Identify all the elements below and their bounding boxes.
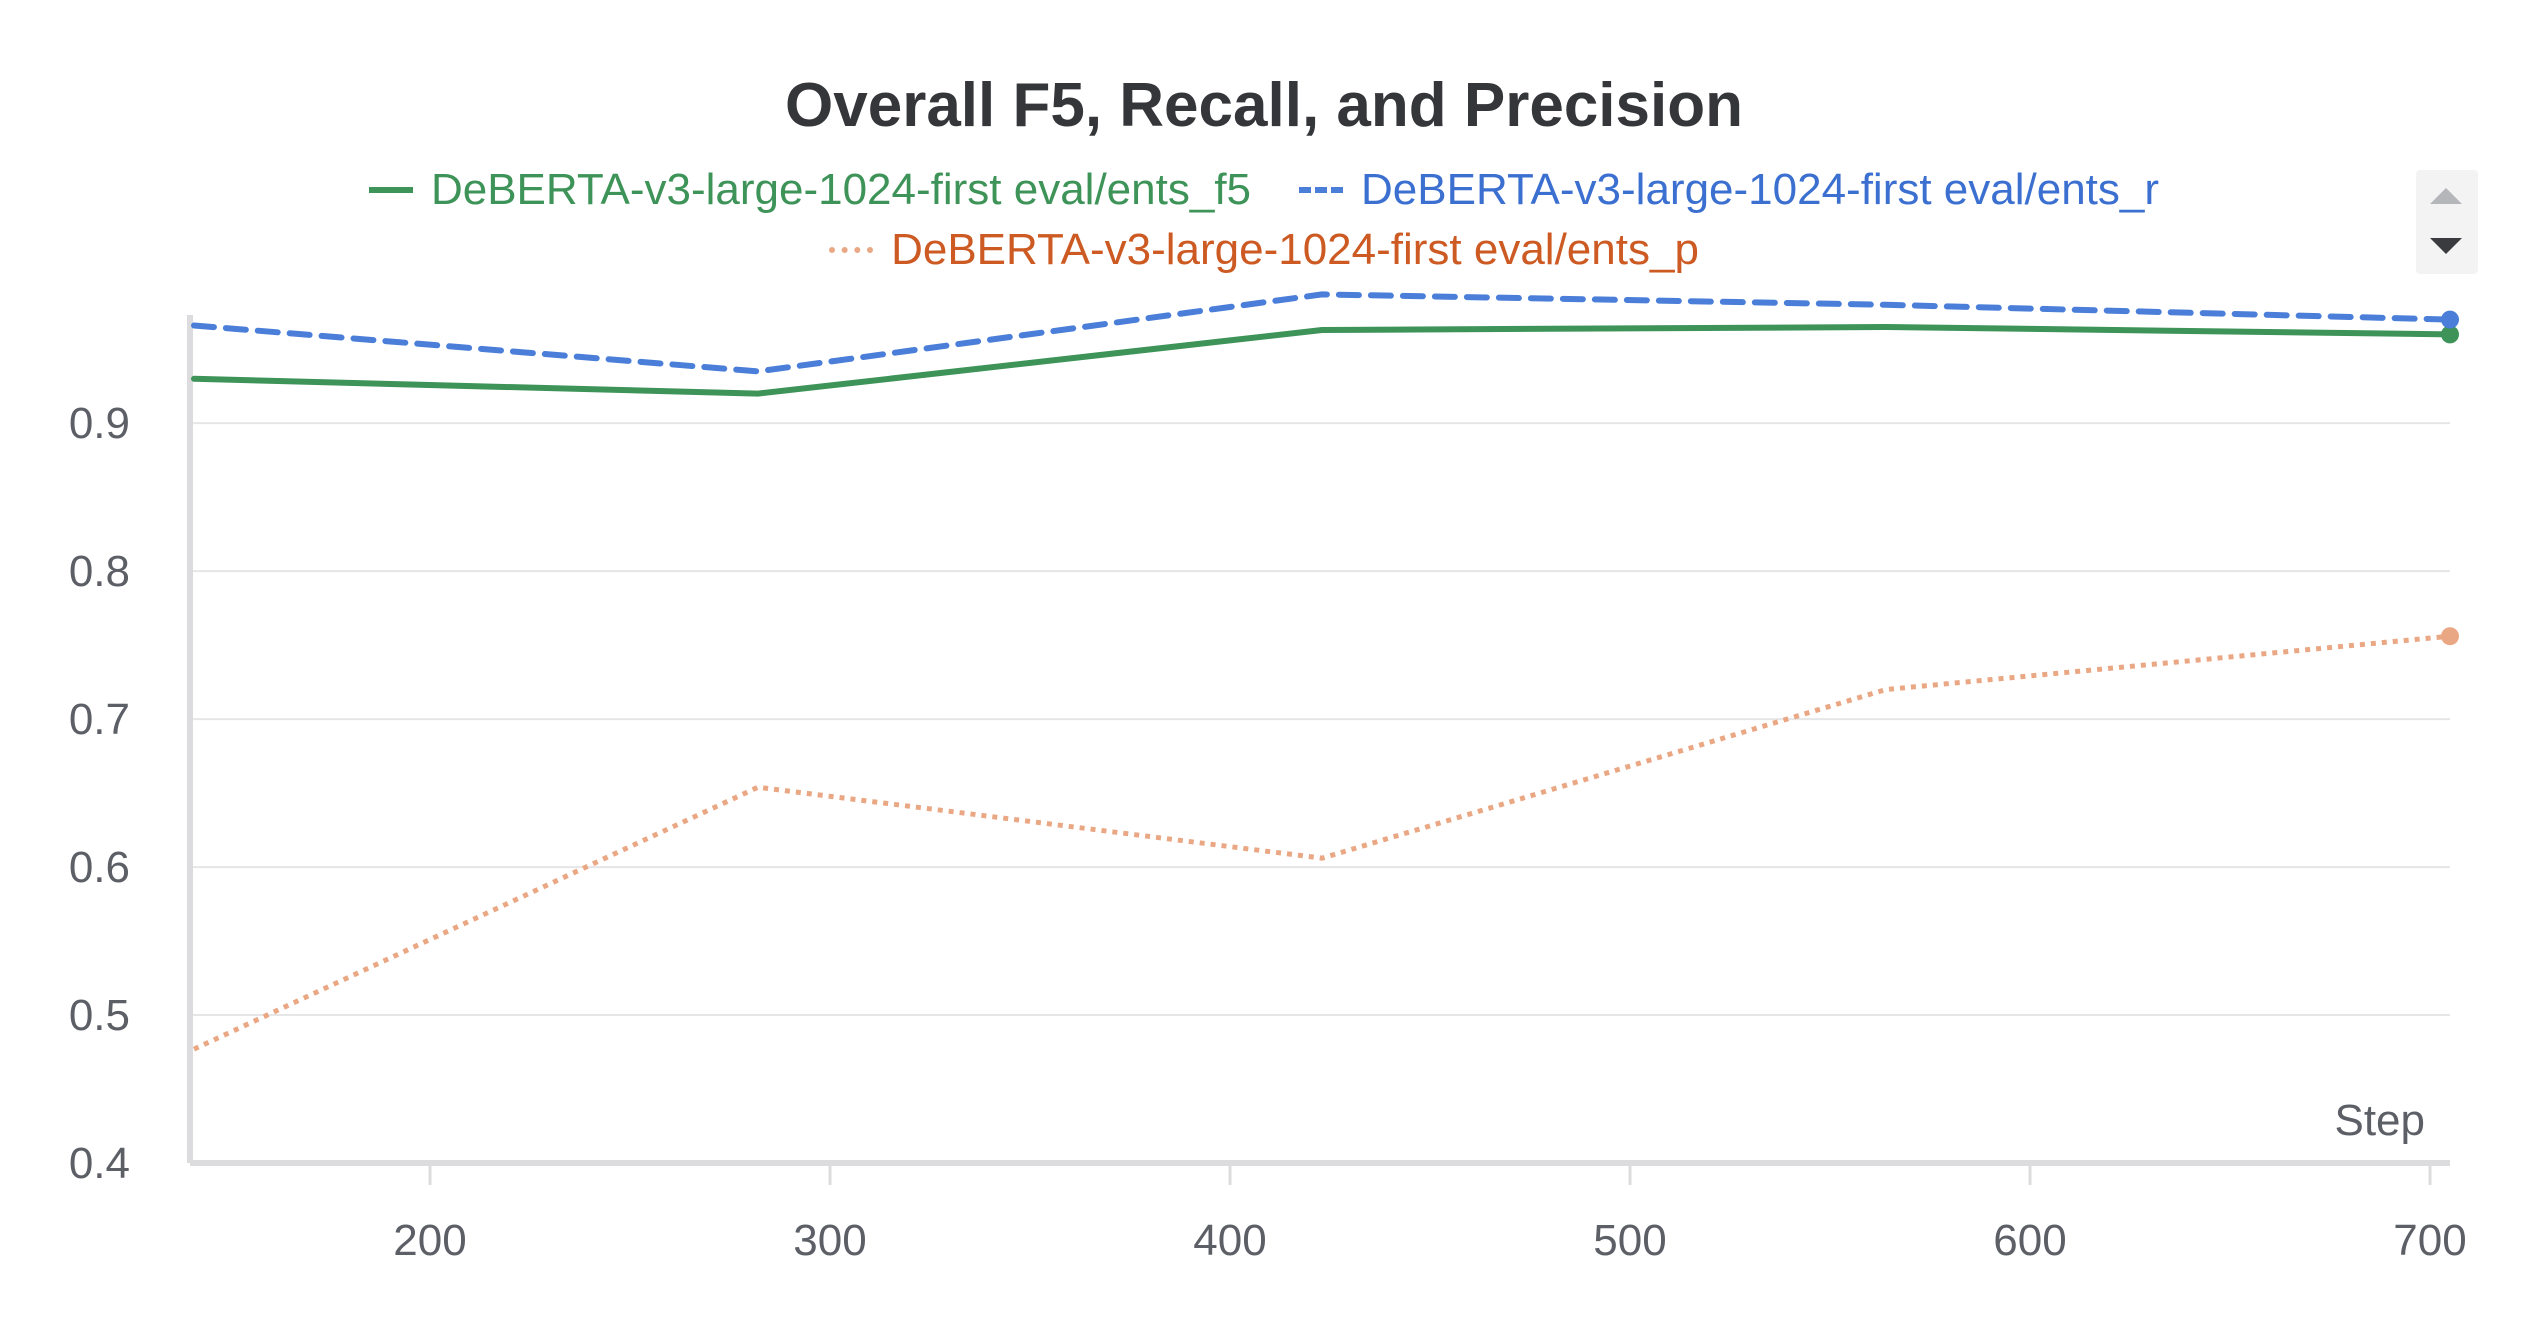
legend-swatch-f5: [368, 187, 413, 193]
x-tick-label: 200: [393, 1216, 466, 1265]
x-axis-title: Step: [2334, 1096, 2425, 1145]
legend-scroll-control[interactable]: [2416, 170, 2478, 274]
x-tick-label: 700: [2393, 1216, 2466, 1265]
legend-item-f5[interactable]: DeBERTA-v3-large-1024-first eval/ents_f5: [368, 165, 1252, 215]
series-line-1: [191, 291, 2453, 375]
series-line-2: [192, 633, 2451, 1052]
series-endpoint-1: [2441, 310, 2459, 329]
legend-item-recall[interactable]: DeBERTA-v3-large-1024-first eval/ents_r: [1299, 165, 2159, 215]
legend-label-precision: DeBERTA-v3-large-1024-first eval/ents_p: [891, 225, 1699, 274]
legend-item-precision[interactable]: DeBERTA-v3-large-1024-first eval/ents_p: [829, 225, 1699, 275]
y-tick-label: 0.4: [69, 1139, 130, 1188]
y-tick-label: 0.5: [69, 991, 130, 1040]
x-tick-label: 500: [1593, 1216, 1666, 1265]
x-tick-label: 300: [793, 1216, 866, 1265]
x-tick-label: 400: [1193, 1216, 1266, 1265]
chart-title: Overall F5, Recall, and Precision: [785, 71, 1743, 140]
series-endpoint-2: [2441, 627, 2459, 646]
scroll-down-icon[interactable]: [2430, 238, 2462, 254]
legend-label-recall: DeBERTA-v3-large-1024-first eval/ents_r: [1361, 165, 2160, 214]
y-tick-label: 0.8: [69, 547, 130, 596]
legend-row-1: DeBERTA-v3-large-1024-first eval/ents_f5…: [0, 165, 2528, 215]
scroll-up-icon[interactable]: [2430, 188, 2462, 204]
legend-swatch-precision: [829, 247, 874, 253]
series-line-0: [191, 324, 2453, 397]
y-tick-label: 0.9: [69, 399, 130, 448]
legend-swatch-recall: [1299, 187, 1344, 193]
y-tick-label: 0.6: [69, 843, 130, 892]
legend-label-f5: DeBERTA-v3-large-1024-first eval/ents_f5: [430, 165, 1252, 214]
series-endpoint-0: [2441, 325, 2459, 344]
x-tick-label: 600: [1993, 1216, 2066, 1265]
legend-row-2: DeBERTA-v3-large-1024-first eval/ents_p: [0, 225, 2528, 275]
y-tick-label: 0.7: [69, 695, 130, 744]
